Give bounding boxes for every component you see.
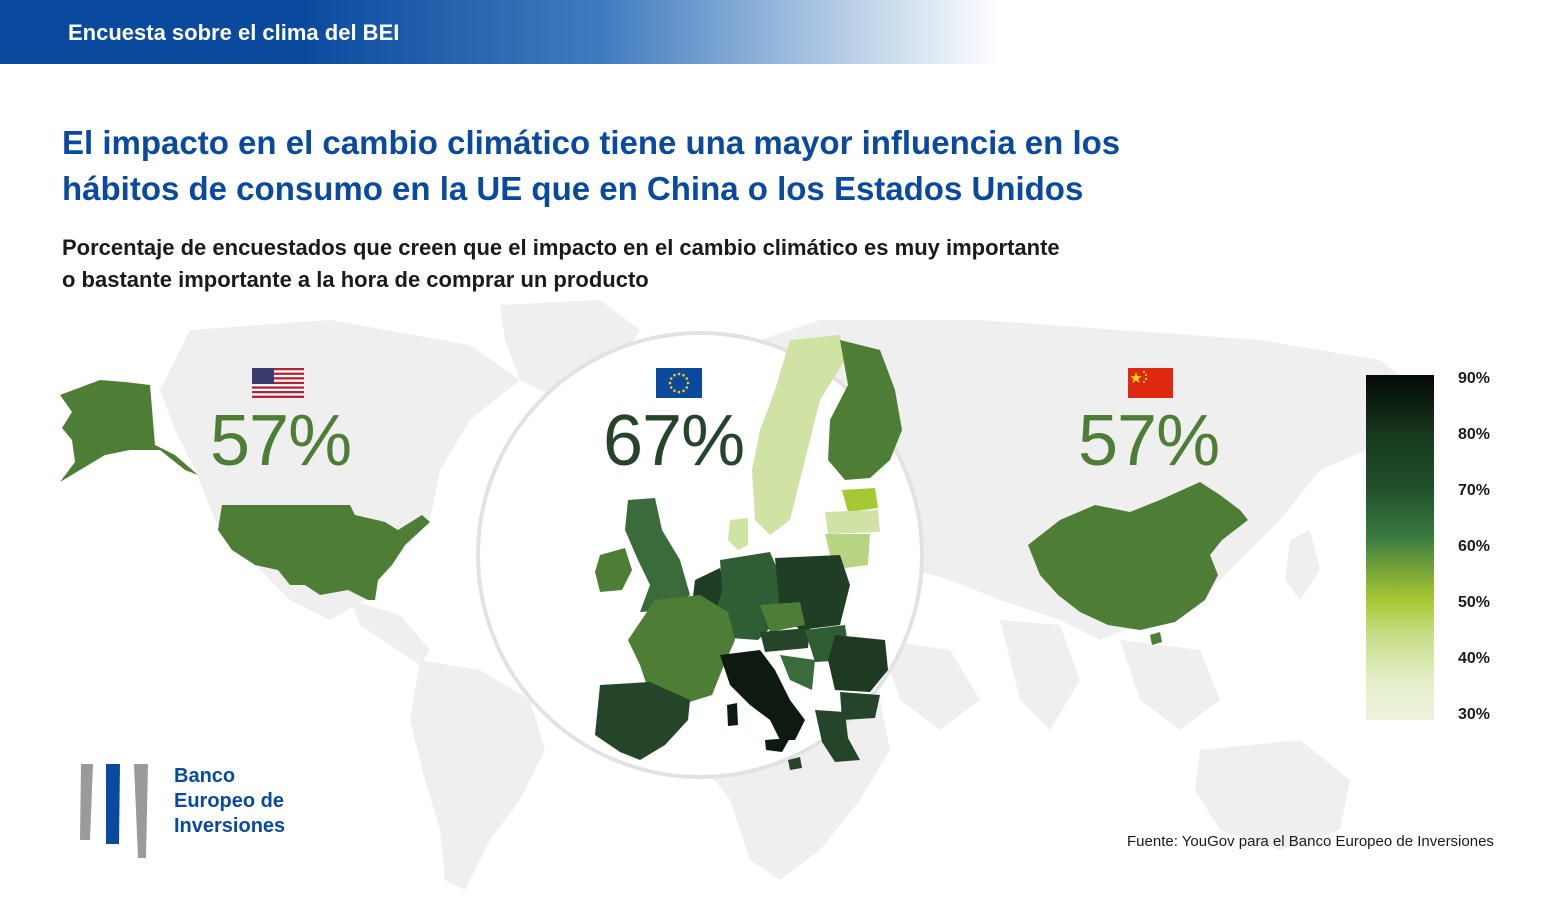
world-japan [1285,530,1320,600]
world-south-america [410,660,545,890]
world-central-america [350,600,430,665]
world-australia [1195,740,1350,850]
legend-tick-60: 60% [1458,538,1491,555]
denmark-shape [728,518,748,550]
legend-tick-30: 30% [1458,706,1491,723]
legend-color-scale [1366,375,1434,720]
finland-shape [828,340,902,480]
china-percentage: 57% [1078,401,1220,481]
austria-shape [760,628,810,652]
czechia-shape [760,602,805,632]
italy-shape [720,650,805,740]
usa-shape [218,505,430,600]
source-note: Fuente: YouGov para el Banco Europeo de … [1127,833,1494,850]
logo-line-2: Europeo de [174,790,285,812]
world-india [1000,620,1080,730]
eu-percentage: 67% [603,401,745,481]
headline-line-1: El impacto en el cambio climático tiene … [62,124,1121,161]
sweden-shape [752,335,845,535]
cn-flag-icon [1128,368,1173,398]
logo-line-3: Inversiones [174,815,286,837]
legend-tick-50: 50% [1458,594,1491,611]
uk-shape [625,498,690,612]
legend-tick-40: 40% [1458,650,1491,667]
romania-shape [828,635,888,692]
malta-shape [788,757,802,770]
world-se-asia [1120,640,1220,730]
latvia-shape [825,510,880,534]
ireland-shape [595,548,632,592]
hainan-shape [1150,632,1162,645]
greece-shape [815,710,860,762]
subtitle-line-2: o bastante importante a la hora de compr… [62,267,649,292]
legend-tick-90: 90% [1458,370,1491,387]
estonia-shape [842,488,878,512]
subtitle: Porcentaje de encuestados que creen que … [62,232,1262,296]
china-shape [1028,482,1248,630]
headline-line-2: hábitos de consumo en la UE que en China… [62,170,1084,207]
eib-logo-text: Banco Europeo de Inversiones [174,764,285,839]
spain-shape [595,682,690,760]
eib-logo-icon [80,764,148,858]
world-arabia [880,640,980,730]
bulgaria-shape [840,692,880,720]
eu-flag-icon [656,368,702,398]
us-percentage: 57% [210,401,352,481]
france-shape [628,595,735,705]
croatia-shape [780,655,815,690]
legend-tick-80: 80% [1458,426,1491,443]
legend-tick-70: 70% [1458,482,1491,499]
us-flag-icon [252,368,304,398]
sardinia-shape [727,703,738,726]
header-band [0,0,1000,64]
logo-line-1: Banco [174,765,236,787]
headline: El impacto en el cambio climático tiene … [62,120,1322,212]
sicily-shape [765,738,790,752]
header-title: Encuesta sobre el clima del BEI [68,20,400,45]
alaska-shape [60,380,198,482]
subtitle-line-1: Porcentaje de encuestados que creen que … [62,235,1060,260]
